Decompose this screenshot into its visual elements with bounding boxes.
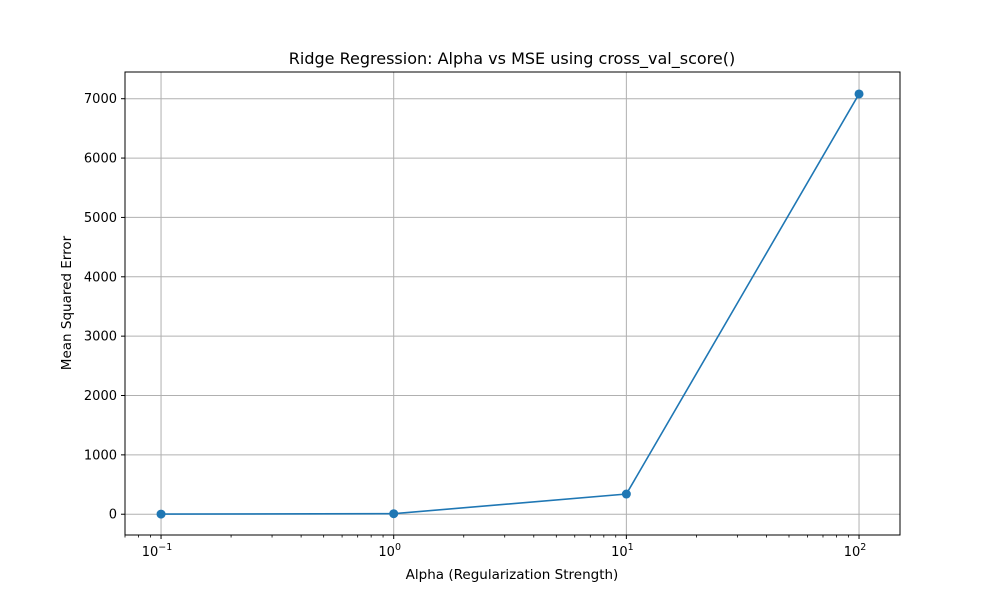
- x-axis-label: Alpha (Regularization Strength): [406, 567, 619, 583]
- axis-ticks: 10−1 100 101 102 0 1000 2000 3000 4000 5000 6000 70…: [84, 92, 866, 560]
- y-tick-label: 1000: [84, 448, 117, 463]
- data-point: [621, 489, 631, 499]
- plot-frame: [124, 71, 901, 536]
- x-tick-label: 102: [844, 542, 867, 560]
- y-tick-label: 7000: [84, 92, 117, 107]
- series-layer: [156, 89, 864, 519]
- y-tick-label: 0: [109, 508, 117, 523]
- y-tick-label: 6000: [84, 152, 117, 167]
- y-tick-label: 2000: [84, 389, 117, 404]
- data-point: [156, 509, 166, 519]
- y-tick-label: 3000: [84, 330, 117, 345]
- chart-title: Ridge Regression: Alpha vs MSE using cro…: [289, 49, 735, 69]
- data-point: [389, 509, 399, 519]
- x-tick-label: 100: [378, 542, 401, 560]
- y-axis-label: Mean Squared Error: [59, 235, 75, 370]
- data-point: [854, 89, 864, 99]
- x-tick-label: 10−1: [142, 542, 173, 560]
- series-line: [161, 93, 860, 515]
- grid: [125, 72, 900, 535]
- y-tick-label: 5000: [84, 211, 117, 226]
- x-tick-label: 101: [611, 542, 634, 560]
- y-tick-label: 4000: [84, 270, 117, 285]
